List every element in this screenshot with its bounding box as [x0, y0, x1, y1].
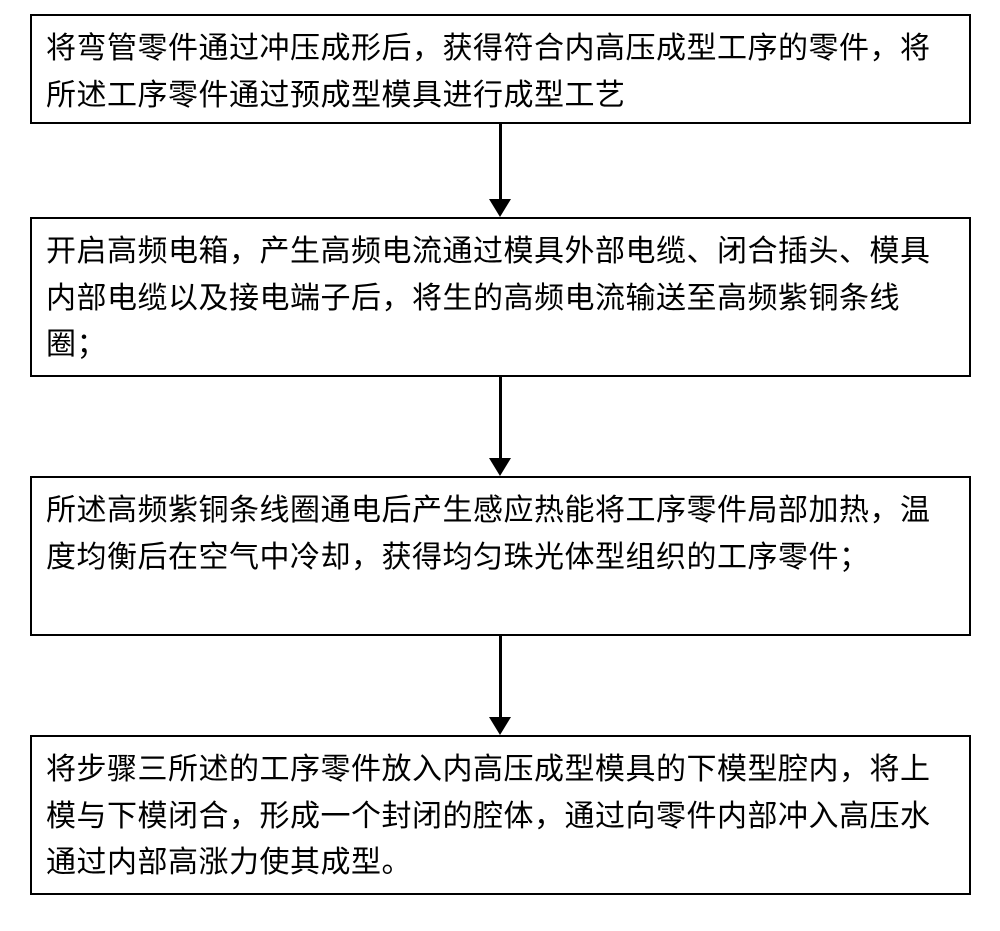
flowchart-step-step3: 所述高频紫铜条线圈通电后产生感应热能将工序零件局部加热，温度均衡后在空气中冷却，…	[30, 476, 971, 636]
arrow-line-step2-step3	[499, 377, 502, 460]
flowchart-step-step2: 开启高频电箱，产生高频电流通过模具外部电缆、闭合插头、模具内部电缆以及接电端子后…	[30, 217, 971, 377]
flowchart-canvas: 将弯管零件通过冲压成形后，获得符合内高压成型工序的零件，将所述工序零件通过预成型…	[0, 0, 1000, 931]
arrow-head-step2-step3	[489, 458, 511, 476]
arrow-head-step3-step4	[489, 717, 511, 735]
flowchart-step-step4: 将步骤三所述的工序零件放入内高压成型模具的下模型腔内，将上模与下模闭合，形成一个…	[30, 735, 971, 895]
arrow-head-step1-step2	[489, 199, 511, 217]
flowchart-step-step1: 将弯管零件通过冲压成形后，获得符合内高压成型工序的零件，将所述工序零件通过预成型…	[30, 14, 971, 124]
arrow-line-step3-step4	[499, 636, 502, 719]
arrow-line-step1-step2	[499, 124, 502, 201]
